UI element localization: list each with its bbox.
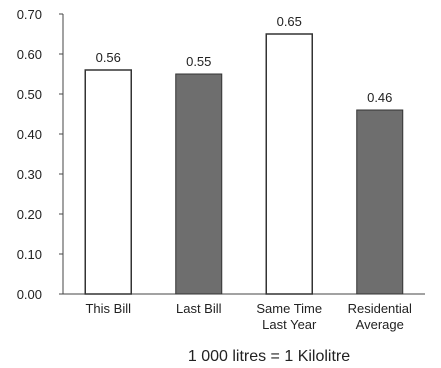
bar xyxy=(266,34,312,294)
bar-value-label: 0.46 xyxy=(367,90,392,105)
bar xyxy=(85,70,131,294)
y-tick-label: 0.00 xyxy=(17,287,42,302)
y-tick-label: 0.70 xyxy=(17,7,42,22)
y-tick-label: 0.10 xyxy=(17,247,42,262)
y-tick-label: 0.30 xyxy=(17,167,42,182)
unit-note: 1 000 litres = 1 Kilolitre xyxy=(188,348,350,365)
y-tick-label: 0.60 xyxy=(17,47,42,62)
x-category-label: This Bill xyxy=(85,301,131,316)
y-axis: 0.00 0.10 0.20 0.30 0.40 0.50 0.60 0.70 xyxy=(17,7,63,302)
x-category-label: Last Year xyxy=(262,317,317,332)
bar-value-label: 0.56 xyxy=(96,50,121,65)
y-tick-label: 0.50 xyxy=(17,87,42,102)
bar-value-label: 0.65 xyxy=(277,14,302,29)
bars xyxy=(85,34,403,294)
x-category-label: Residential xyxy=(348,301,412,316)
bar xyxy=(176,74,222,294)
x-category-label: Last Bill xyxy=(176,301,222,316)
x-category-label: Same Time xyxy=(256,301,322,316)
bar xyxy=(357,110,403,294)
y-tick-label: 0.40 xyxy=(17,127,42,142)
y-tick-label: 0.20 xyxy=(17,207,42,222)
bar-value-label: 0.55 xyxy=(186,54,211,69)
x-category-label: Average xyxy=(356,317,404,332)
value-labels: 0.56 0.55 0.65 0.46 xyxy=(96,14,393,105)
